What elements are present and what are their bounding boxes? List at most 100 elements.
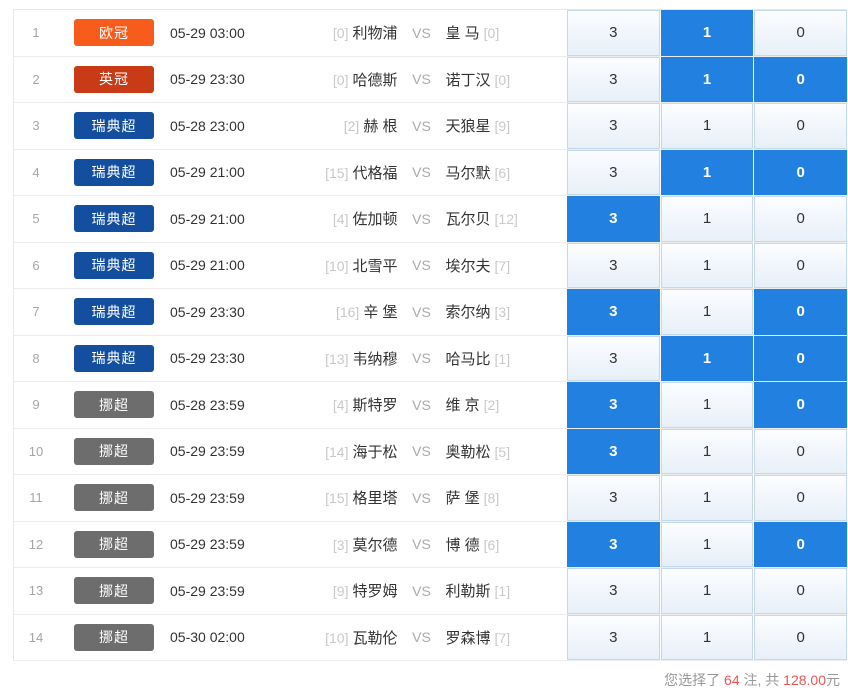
league-badge: 瑞典超 xyxy=(74,251,154,279)
home-team: [3] 莫尔德 xyxy=(276,534,398,555)
pick-win-3[interactable]: 3 xyxy=(567,149,660,195)
pick-win-3[interactable]: 3 xyxy=(567,475,660,521)
row-number: 8 xyxy=(32,350,40,366)
league-badge-cell: 英冠 xyxy=(58,57,170,103)
pick-win-3[interactable]: 3 xyxy=(567,10,660,56)
league-badge: 挪超 xyxy=(74,577,154,605)
away-rank: [6] xyxy=(494,164,511,181)
match-datetime: 05-28 23:00 xyxy=(170,117,245,134)
pick-cells: 3 1 0 xyxy=(567,428,848,474)
vs-label: VS xyxy=(412,489,431,506)
away-team-name: 瓦尔贝 xyxy=(445,211,491,229)
pick-draw-1[interactable]: 1 xyxy=(660,289,754,335)
match-row: 9 挪超 05-28 23:59 [4] 斯特罗 VS 维 京 [2] 3 1 0 xyxy=(14,382,848,429)
away-team: 瓦尔贝 [12] xyxy=(446,208,568,229)
pick-win-3[interactable]: 3 xyxy=(567,242,660,288)
home-rank: [10] xyxy=(325,629,349,646)
pick-lose-0[interactable]: 0 xyxy=(754,335,848,381)
away-rank: [0] xyxy=(494,71,511,88)
match-row: 11 挪超 05-29 23:59 [15] 格里塔 VS 萨 堡 [8] 3 1 … xyxy=(14,475,848,522)
pick-win-3[interactable]: 3 xyxy=(567,103,660,149)
home-rank: [10] xyxy=(325,257,349,274)
home-rank: [0] xyxy=(332,71,349,88)
match-datetime: 05-29 23:59 xyxy=(170,443,245,460)
pick-draw-1[interactable]: 1 xyxy=(660,56,754,102)
pick-draw-1[interactable]: 1 xyxy=(660,521,754,567)
pick-lose-0[interactable]: 0 xyxy=(754,428,848,474)
pick-draw-1[interactable]: 1 xyxy=(660,335,754,381)
away-team-name: 诺丁汉 xyxy=(445,71,491,89)
home-team: [15] 代格福 xyxy=(276,162,397,183)
pick-lose-0[interactable]: 0 xyxy=(754,475,848,521)
pick-win-3[interactable]: 3 xyxy=(567,196,660,242)
selection-summary: 您选择了 64 注, 共 128.00元 xyxy=(664,670,840,690)
away-team-name: 索尔纳 xyxy=(445,304,491,322)
pick-lose-0[interactable]: 0 xyxy=(754,196,848,242)
vs-label: VS xyxy=(412,257,431,274)
match-datetime: 05-29 23:59 xyxy=(170,489,245,506)
away-team: 埃尔夫 [7] xyxy=(446,255,568,276)
home-team: [0] 哈德斯 xyxy=(276,69,398,90)
home-rank: [4] xyxy=(332,211,349,228)
match-teams: [3] 莫尔德 VS 博 德 [6] xyxy=(276,522,567,568)
pick-draw-1[interactable]: 1 xyxy=(660,103,754,149)
pick-win-3[interactable]: 3 xyxy=(567,335,660,381)
pick-cells: 3 1 0 xyxy=(567,614,848,660)
match-row: 6 瑞典超 05-29 21:00 [10] 北雪平 VS 埃尔夫 [7] 3 1 … xyxy=(14,242,848,289)
away-rank: [5] xyxy=(494,443,511,460)
home-team: [10] 瓦勒伦 xyxy=(276,627,397,648)
pick-win-3[interactable]: 3 xyxy=(567,289,660,335)
league-badge-cell: 瑞典超 xyxy=(58,243,170,289)
pick-win-3[interactable]: 3 xyxy=(567,382,660,428)
league-badge: 瑞典超 xyxy=(74,344,154,372)
away-team: 马尔默 [6] xyxy=(446,162,568,183)
pick-cells: 3 1 0 xyxy=(567,149,848,195)
pick-draw-1[interactable]: 1 xyxy=(660,196,754,242)
row-number: 1 xyxy=(32,25,40,41)
pick-lose-0[interactable]: 0 xyxy=(754,242,848,288)
pick-win-3[interactable]: 3 xyxy=(567,568,660,614)
summary-suffix: 元 xyxy=(826,672,840,688)
pick-lose-0[interactable]: 0 xyxy=(754,10,848,56)
pick-draw-1[interactable]: 1 xyxy=(660,428,754,474)
pick-draw-1[interactable]: 1 xyxy=(660,10,754,56)
league-badge: 瑞典超 xyxy=(74,298,154,326)
home-team: [15] 格里塔 xyxy=(276,487,397,508)
pick-draw-1[interactable]: 1 xyxy=(660,382,754,428)
pick-draw-1[interactable]: 1 xyxy=(660,242,754,288)
pick-lose-0[interactable]: 0 xyxy=(754,521,848,567)
pick-win-3[interactable]: 3 xyxy=(567,521,660,567)
pick-draw-1[interactable]: 1 xyxy=(660,614,754,660)
home-rank: [0] xyxy=(332,25,349,42)
pick-draw-1[interactable]: 1 xyxy=(660,475,754,521)
row-number: 12 xyxy=(28,536,44,552)
league-badge-cell: 挪超 xyxy=(58,522,170,568)
away-team-name: 维 京 xyxy=(445,397,480,415)
pick-draw-1[interactable]: 1 xyxy=(660,568,754,614)
pick-lose-0[interactable]: 0 xyxy=(754,56,848,102)
match-teams: [0] 利物浦 VS 皇 马 [0] xyxy=(276,10,567,56)
pick-lose-0[interactable]: 0 xyxy=(754,149,848,195)
pick-win-3[interactable]: 3 xyxy=(567,428,660,474)
pick-draw-1[interactable]: 1 xyxy=(660,149,754,195)
pick-win-3[interactable]: 3 xyxy=(567,56,660,102)
home-team-name: 利物浦 xyxy=(352,25,398,43)
pick-lose-0[interactable]: 0 xyxy=(754,382,848,428)
match-teams: [2] 赫 根 VS 天狼星 [9] xyxy=(276,103,567,149)
pick-lose-0[interactable]: 0 xyxy=(754,289,848,335)
home-team: [16] 辛 堡 xyxy=(276,301,398,322)
pick-lose-0[interactable]: 0 xyxy=(754,614,848,660)
home-team: [4] 佐加顿 xyxy=(276,208,398,229)
home-team: [14] 海于松 xyxy=(276,441,397,462)
row-number: 11 xyxy=(29,490,43,506)
home-rank: [9] xyxy=(332,583,349,600)
pick-lose-0[interactable]: 0 xyxy=(754,103,848,149)
home-team: [2] 赫 根 xyxy=(276,115,398,136)
away-team-name: 博 德 xyxy=(445,536,480,554)
home-team-name: 韦纳穆 xyxy=(352,350,398,368)
pick-lose-0[interactable]: 0 xyxy=(754,568,848,614)
league-badge: 挪超 xyxy=(74,391,154,419)
match-row: 10 挪超 05-29 23:59 [14] 海于松 VS 奥勒松 [5] 3 1 … xyxy=(14,428,848,475)
pick-win-3[interactable]: 3 xyxy=(567,614,660,660)
match-teams: [15] 代格福 VS 马尔默 [6] xyxy=(276,150,567,196)
